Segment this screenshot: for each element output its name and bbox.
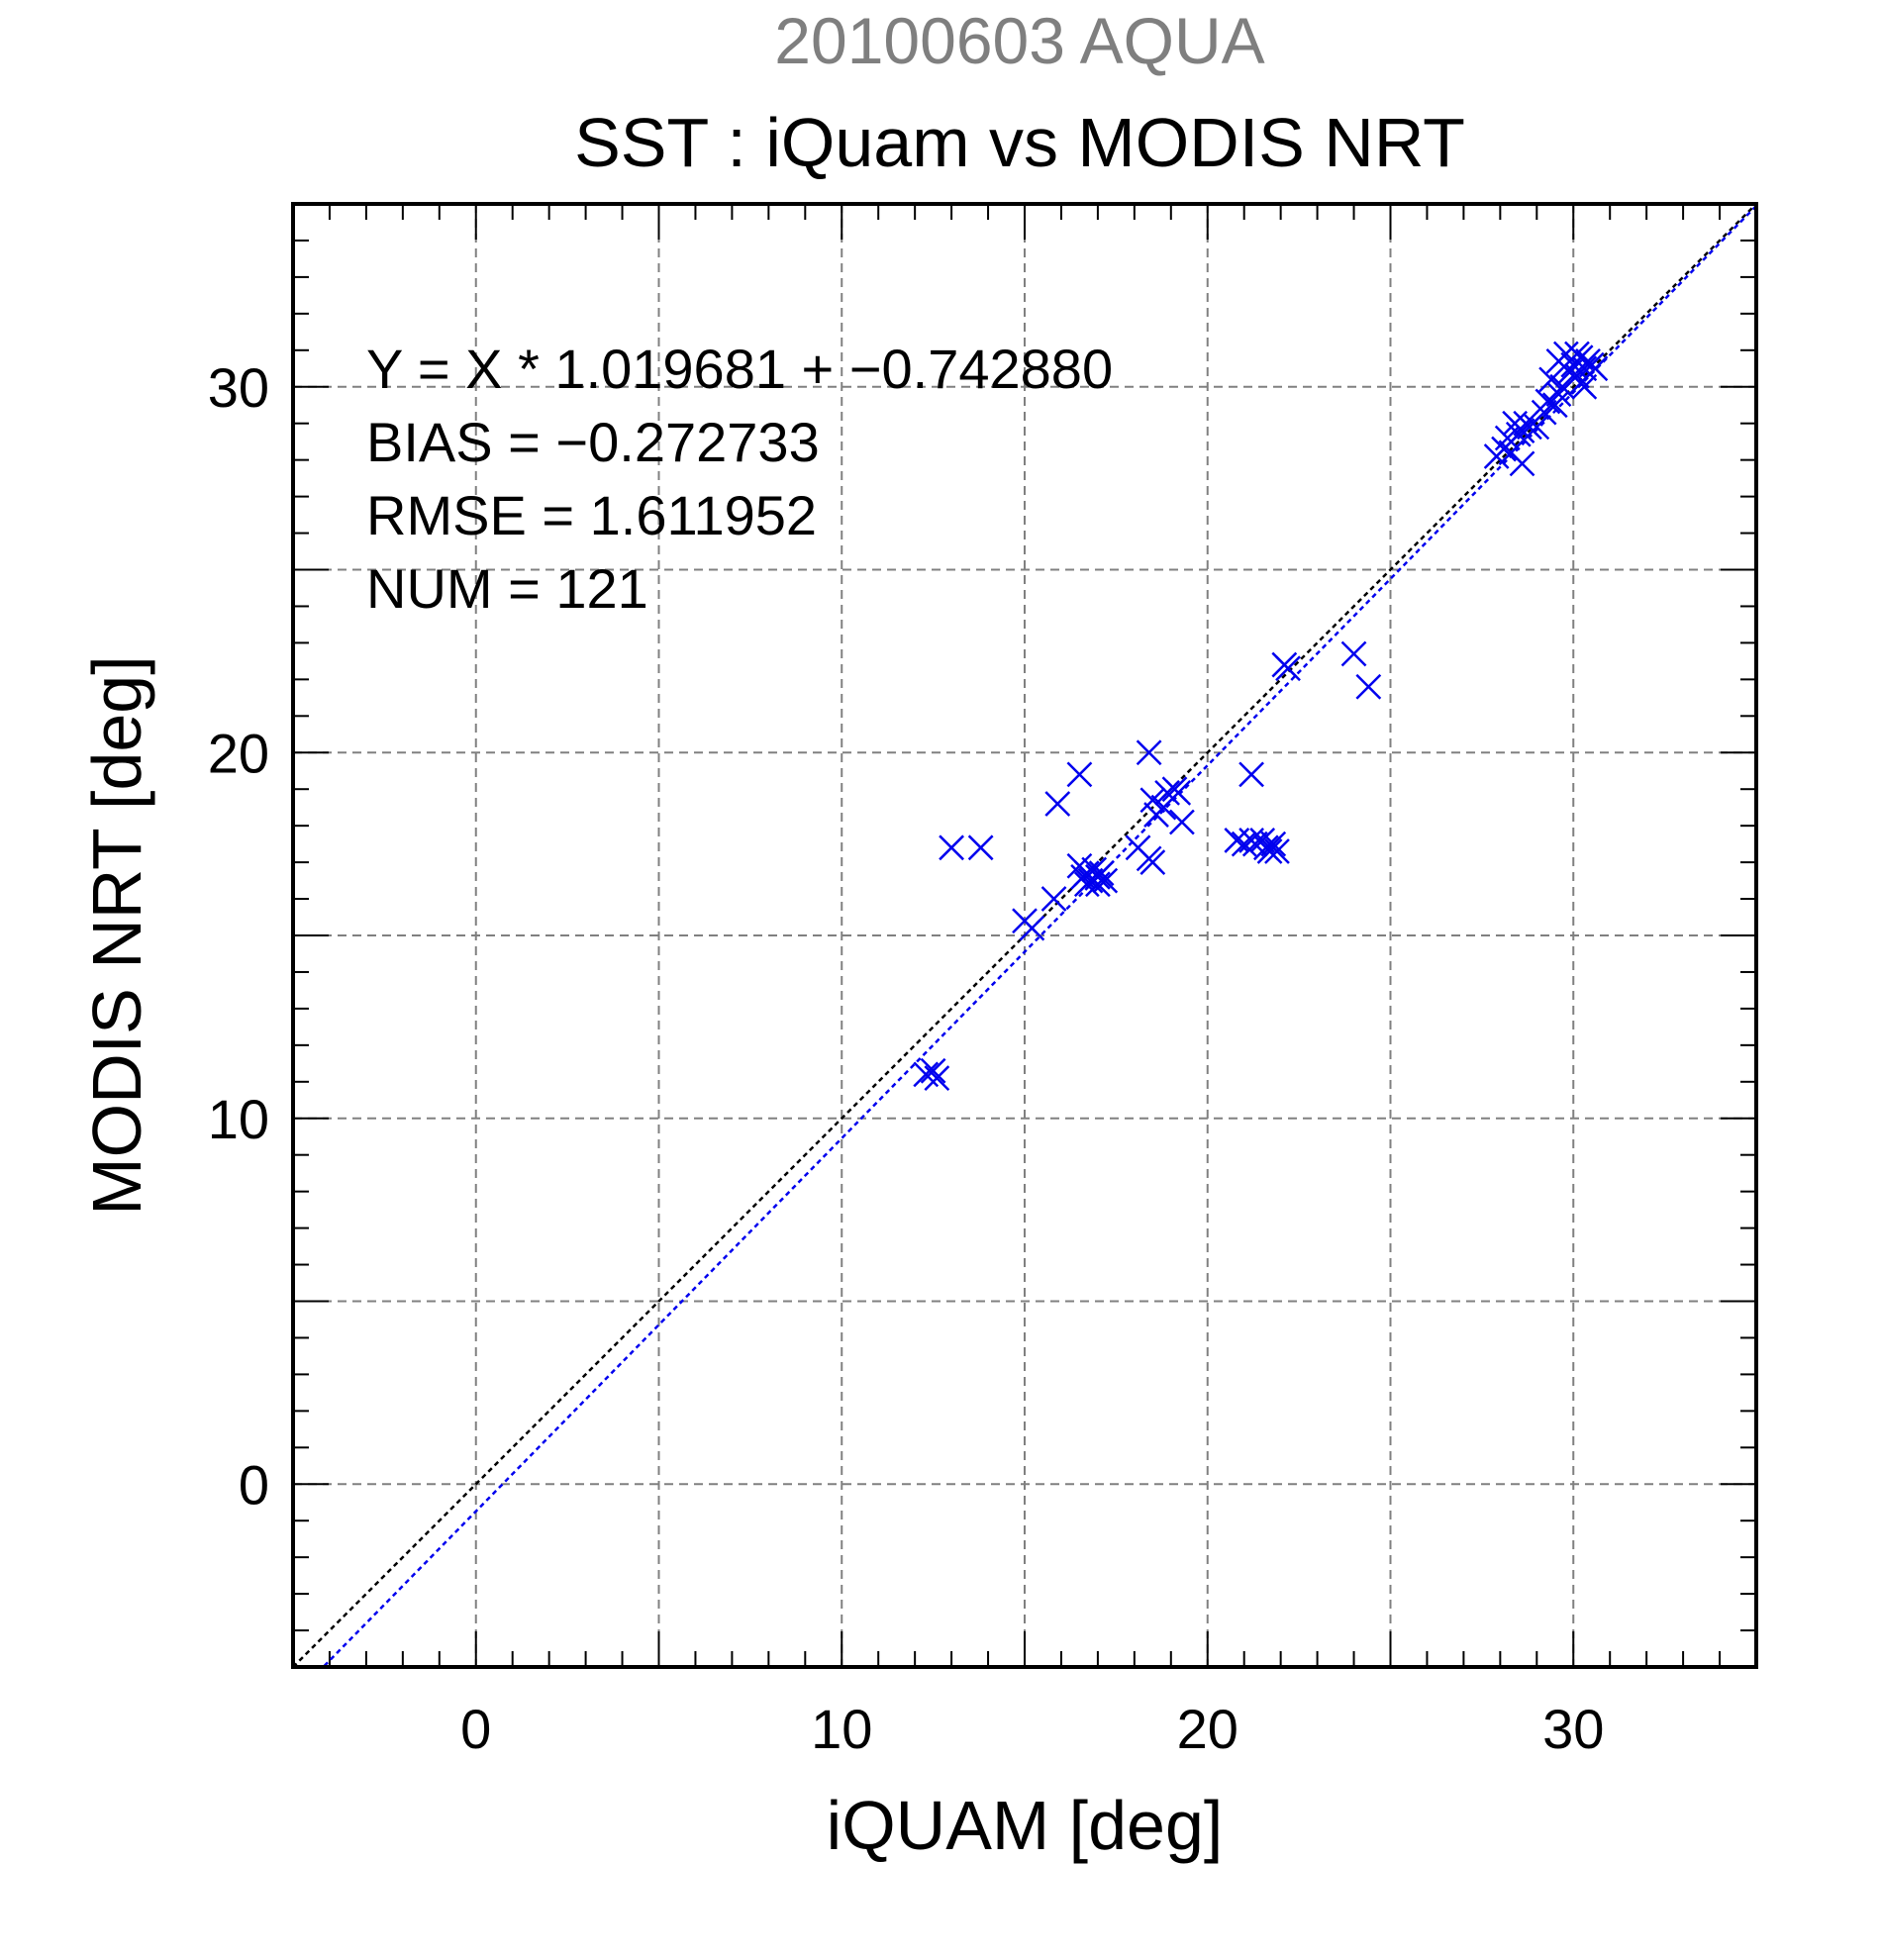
data-point — [1136, 739, 1162, 766]
annotation-num: NUM = 121 — [366, 557, 648, 620]
x-tick-label: 10 — [811, 1698, 872, 1760]
data-point — [1256, 838, 1283, 864]
data-point — [1340, 640, 1367, 667]
data-point — [1165, 780, 1192, 806]
data-point — [1092, 867, 1119, 894]
x-tick-label: 20 — [1177, 1698, 1238, 1760]
chart-supertitle: 20100603 AQUA — [774, 4, 1264, 77]
x-axis-label: iQUAM [deg] — [827, 1787, 1224, 1864]
data-point — [1509, 418, 1535, 443]
data-point — [1524, 414, 1550, 441]
data-point — [1066, 761, 1093, 788]
data-point — [1224, 828, 1250, 853]
data-point — [939, 834, 964, 861]
data-point — [1019, 915, 1045, 941]
data-point — [920, 1057, 946, 1084]
data-point — [1571, 355, 1598, 382]
data-point — [1139, 787, 1166, 814]
chart-title: SST : iQuam vs MODIS NRT — [574, 104, 1465, 181]
y-tick-label: 30 — [208, 356, 269, 419]
data-point — [1538, 366, 1564, 393]
x-tick-label: 30 — [1542, 1698, 1604, 1760]
data-point — [967, 834, 994, 861]
minor-ticks — [293, 204, 1756, 1667]
data-point — [1571, 373, 1598, 400]
data-point — [1238, 761, 1264, 788]
data-point — [1545, 348, 1572, 374]
data-point — [1231, 831, 1257, 857]
y-tick-label: 20 — [208, 722, 269, 784]
annotation-rmse: RMSE = 1.611952 — [366, 484, 817, 546]
grid-lines — [293, 204, 1756, 1667]
data-point — [1088, 860, 1115, 887]
data-point — [1582, 355, 1609, 382]
x-tick-labels: 0 10 20 30 — [460, 1698, 1604, 1760]
data-point — [1355, 673, 1382, 700]
x-tick-label: 0 — [460, 1698, 491, 1760]
data-point — [1260, 831, 1287, 857]
y-tick-label: 0 — [239, 1453, 269, 1516]
annotation-equation: Y = X * 1.019681 + −0.742880 — [366, 338, 1113, 400]
stats-annotations: Y = X * 1.019681 + −0.742880 BIAS = −0.2… — [366, 338, 1113, 620]
data-point — [1073, 871, 1100, 898]
data-point — [1040, 886, 1067, 912]
data-point — [1169, 809, 1195, 835]
y-axis-label: MODIS NRT [deg] — [78, 655, 155, 1215]
data-point — [924, 1065, 950, 1091]
data-point — [1509, 450, 1535, 477]
data-point — [1564, 341, 1590, 367]
data-point — [1154, 780, 1180, 806]
y-tick-label: 10 — [208, 1088, 269, 1150]
y-tick-labels: 0 10 20 30 — [208, 356, 269, 1517]
data-point — [1139, 849, 1166, 875]
plot-frame — [291, 202, 1758, 1669]
data-point — [1264, 838, 1290, 864]
annotation-bias: BIAS = −0.272733 — [366, 411, 820, 473]
major-ticks — [293, 204, 1756, 1667]
data-points — [913, 341, 1609, 1091]
data-point — [1275, 655, 1301, 682]
data-point — [1044, 791, 1071, 817]
